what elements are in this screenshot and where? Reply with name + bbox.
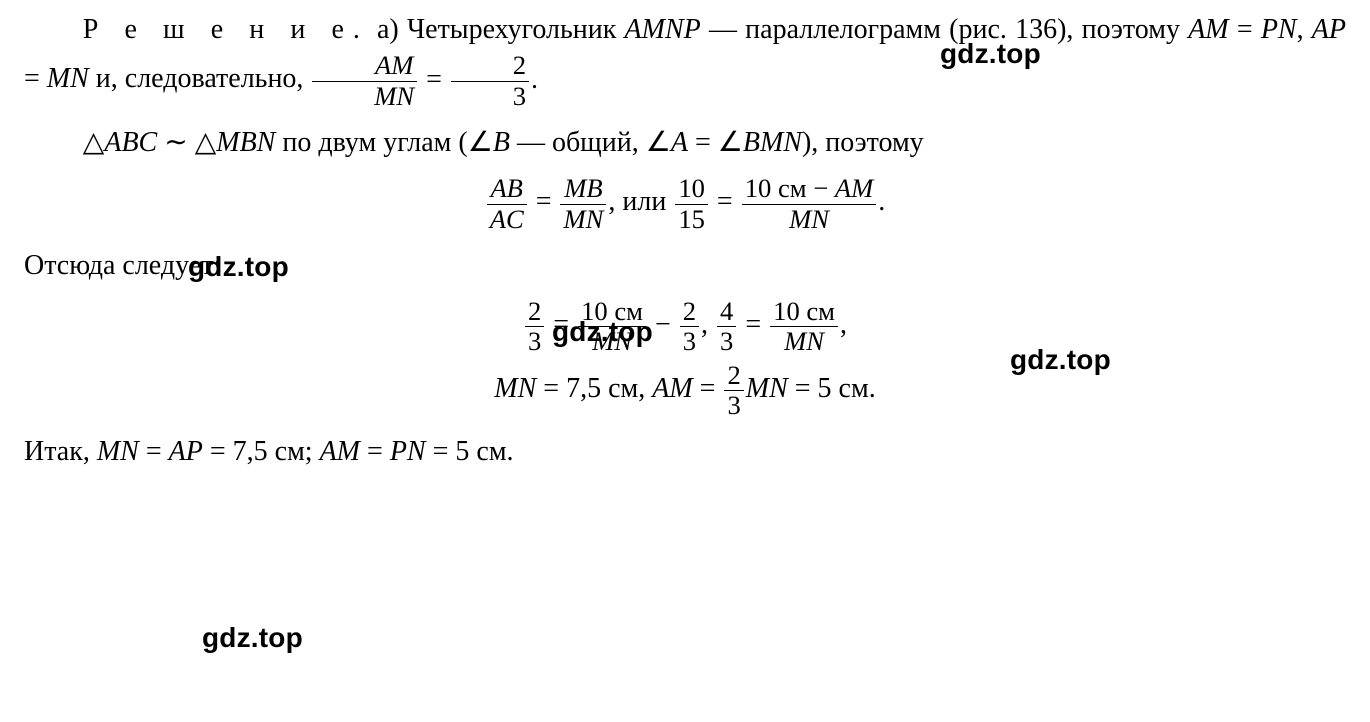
eq3-tail: = 5 см. [788,373,876,404]
p1-eq1-lhs: AM [1188,14,1228,45]
frac-den-ac: AC [487,204,527,234]
frac-num-10cm-am: 10 см − AM [742,174,877,203]
frac-den-3b: 3 [525,326,544,356]
eq3-mn2: MN [746,373,788,404]
p2-common: — общий, [510,127,646,158]
p1-period: . [531,64,538,95]
p1-eq2-lhs: AP [1312,14,1346,45]
frac-4-3: 4 3 [717,297,736,357]
frac-10cm-mn-b: 10 см MN [770,297,838,357]
p2-close: ), поэтому [802,127,924,158]
p1-eq1-rhs: PN [1261,14,1297,45]
frac-2-3-a: 23 [451,51,529,111]
watermark: gdz.top [1010,338,1111,381]
p1-eq2-rhs: MN [47,64,89,95]
watermark: gdz.top [202,616,303,659]
frac-den-3c: 3 [680,326,699,356]
frac-num-2b: 2 [525,297,544,326]
eq2-comma-gap: , [701,309,715,340]
eq2-minus: − [655,309,678,340]
p2-eq-angle: = [688,127,718,158]
p4-am: AM [320,436,360,467]
equation-1: AB AC = MB MN , или 10 15 = 10 см − AM M… [24,174,1346,234]
p4-ap: AP [169,436,203,467]
frac-num-4: 4 [717,297,736,326]
eq2-comma: , [840,309,847,340]
p1-and-therefore: и, следовательно, [89,64,311,95]
frac-mb-mn: MB MN [560,174,606,234]
frac-den-3a: 3 [451,81,529,111]
frac-num-2a: 2 [451,51,529,80]
eq3-eq2: = [693,373,723,404]
document-body: Р е ш е н и е. а) Четырехугольник AMNP —… [0,0,1370,474]
frac-am-over-mn: AMMN [312,51,417,111]
p2-abc: ABC [104,127,157,158]
p4-eq2: = [360,436,390,467]
eq1-eq1: = [536,186,559,217]
p2-angle-a-sym: ∠ [646,127,671,158]
frac-10cm-am-over-mn: 10 см − AM MN [742,174,877,234]
p2-angle-b-sym: ∠ [468,127,493,158]
p4-pn: PN [390,436,426,467]
p4-v2: = 5 см. [426,436,514,467]
frac-ab-ac: AB AC [487,174,527,234]
frac-10-15: 10 15 [675,174,708,234]
frac-den-15: 15 [675,204,708,234]
frac-den-mn: MN [312,81,417,111]
p1-a: а) Четырехугольник [377,14,625,45]
frac-num-mb: MB [560,174,606,203]
frac-den-mn-b: MN [770,326,838,356]
frac-num-am: AM [312,51,417,80]
watermark: gdz.top [552,310,653,353]
eq3-mn: MN [494,373,536,404]
p2-angle-bmn-sym: ∠ [718,127,743,158]
p2-tri2: △ [195,127,217,158]
frac-den-3e: 3 [724,390,743,420]
eq1-or: , или [608,186,673,217]
paragraph-4: Итак, MN = AP = 7,5 см; AM = PN = 5 см. [24,430,1346,473]
eq-sign-1: = [419,64,449,95]
frac-2-3-d: 23 [724,361,743,421]
frac-den-mn2: MN [560,204,606,234]
equation-2: 2 3 = 10 см MN − 2 3 , 4 3 = 10 см MN , [24,297,1346,420]
frac-2-3-b: 2 3 [525,297,544,357]
paragraph-1: Р е ш е н и е. а) Четырехугольник AMNP —… [24,8,1346,111]
p2-b: B [493,127,510,158]
p2-mbn: MBN [216,127,275,158]
p2-sim: ∼ [157,127,194,158]
eq1-eq2: = [717,186,740,217]
frac-2-3-c: 2 3 [680,297,699,357]
p2-a: A [671,127,688,158]
frac-den-3d: 3 [717,326,736,356]
watermark: gdz.top [188,245,289,288]
p4-v1: = 7,5 см; [203,436,320,467]
p1-eq1-eq: = [1229,14,1261,45]
eq3-eq1: = 7,5 см, [536,373,652,404]
solution-label: Р е ш е н и е. [83,14,369,45]
p4-eq1: = [139,436,169,467]
paragraph-2: △ABC ∼ △MBN по двум углам (∠B — общий, ∠… [24,121,1346,164]
frac-num-10cm-b: 10 см [770,297,838,326]
p2-by-two-angles: по двум углам ( [275,127,467,158]
p4-mn: MN [97,436,139,467]
frac-den-mn3: MN [742,204,877,234]
eq3-am: AM [652,373,692,404]
frac-num-ab: AB [487,174,527,203]
p2-tri1: △ [83,127,105,158]
frac-num-2d: 2 [724,361,743,390]
watermark: gdz.top [940,32,1041,75]
p1-amnp: AMNP [625,14,701,45]
eq1-period: . [878,186,885,217]
frac-num-10: 10 [675,174,708,203]
p1-comma1: , [1297,14,1312,45]
p1-eq2-eq: = [24,64,47,95]
p2-bmn: BMN [743,127,802,158]
p4-itak: Итак, [24,436,97,467]
eq2-eq2: = [745,309,768,340]
frac-num-2c: 2 [680,297,699,326]
